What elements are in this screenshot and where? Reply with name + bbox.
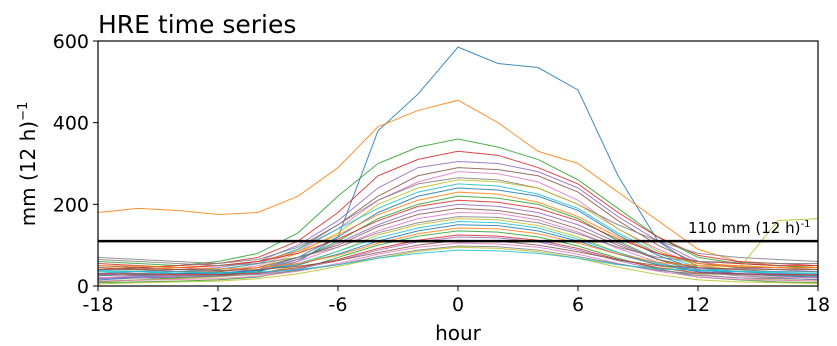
x-tick-label: 0: [452, 294, 464, 316]
x-tick-label: -6: [329, 294, 348, 316]
series-line: [97, 227, 818, 270]
y-axis-ticks: 0 200 400 600: [53, 31, 98, 298]
series-line: [98, 234, 818, 276]
series-line: [97, 177, 819, 265]
y-tick-label: 400: [53, 113, 89, 135]
series-line: [97, 218, 819, 282]
series-line: [97, 242, 819, 282]
series-line: [97, 138, 819, 269]
x-axis-ticks: -18 -12 -6 0 6 12 18: [82, 286, 830, 316]
x-axis-label: hour: [435, 321, 482, 345]
x-tick-label: -18: [82, 294, 113, 316]
chart-title: HRE time series: [98, 10, 296, 39]
x-tick-label: -12: [202, 294, 233, 316]
y-tick-label: 200: [53, 194, 89, 216]
series-lines: [97, 46, 819, 285]
series-line: [97, 246, 819, 285]
series-line: [97, 245, 819, 277]
x-tick-label: 6: [572, 294, 584, 316]
y-tick-label: 600: [53, 31, 89, 53]
series-line: [97, 150, 819, 271]
series-line: [97, 216, 818, 267]
x-tick-label: 18: [806, 294, 830, 316]
y-tick-label: 0: [77, 276, 89, 298]
series-line: [97, 99, 819, 269]
x-tick-label: 12: [686, 294, 710, 316]
threshold-label: 110 mm (12 h)-1: [688, 219, 810, 237]
plot-frame: [97, 40, 819, 287]
y-axis-label: mm (12 h)−1: [16, 102, 40, 227]
series-line: [97, 249, 819, 274]
